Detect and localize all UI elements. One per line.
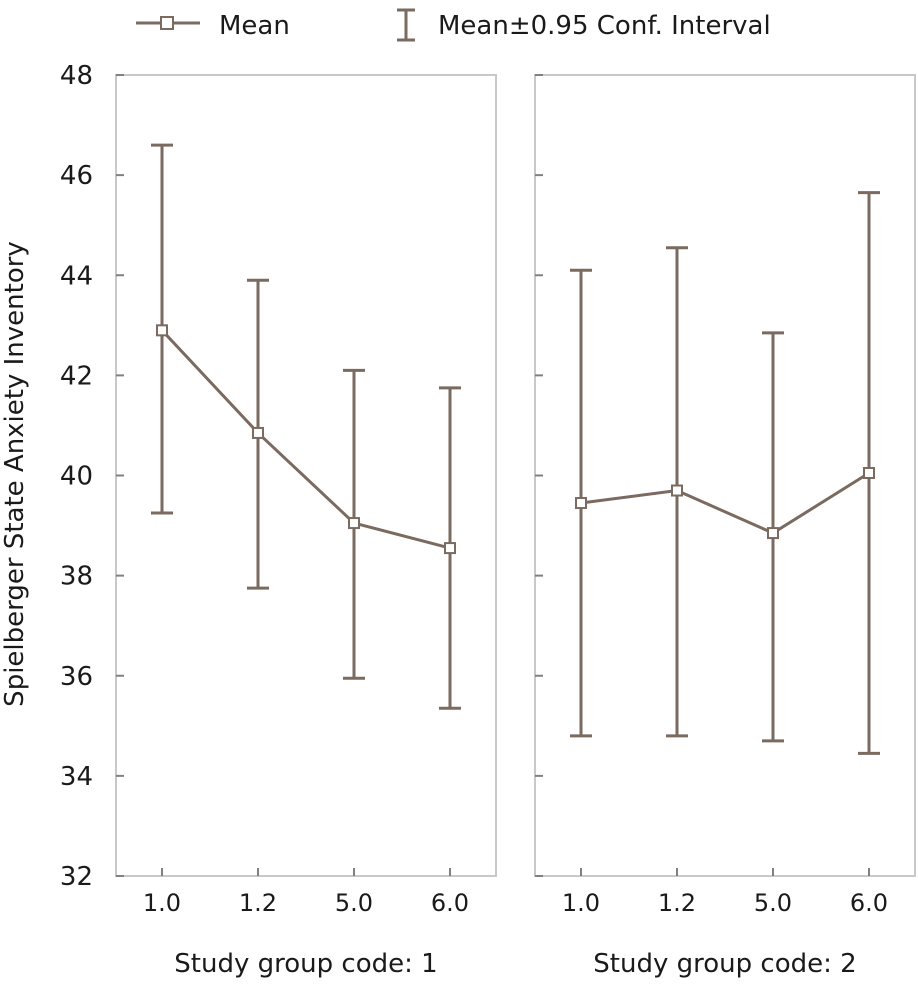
mean-point	[156, 324, 168, 337]
y-tick-label: 34	[60, 762, 93, 792]
x-tick-label: 1.0	[143, 889, 181, 917]
mean-line	[580, 471, 870, 535]
legend-ci-label: Mean±0.95 Conf. Interval	[438, 11, 771, 41]
y-tick-label: 40	[60, 462, 93, 492]
y-axis-ticks: 32 34 36 38 40 42 44 46 48	[60, 61, 93, 892]
panel-2: 1.0 1.2 5.0 6.0 Study group code: 2	[534, 74, 916, 979]
x-tick-label: 6.0	[431, 889, 469, 917]
mean-point	[863, 466, 875, 479]
mean-point	[252, 426, 264, 439]
x-tick-label: 5.0	[754, 889, 792, 917]
mean-point	[444, 542, 456, 555]
y-tick-label: 48	[60, 61, 93, 91]
x-tick-label: 1.0	[562, 889, 600, 917]
y-tick-label: 44	[60, 261, 93, 291]
x-tick-label: 6.0	[850, 889, 888, 917]
panel-1: 1.0 1.2 5.0 6.0 Study group code: 1	[115, 74, 497, 979]
plot-frame	[534, 74, 916, 877]
x-tick-label: 1.2	[658, 889, 696, 917]
y-tick-label: 38	[60, 562, 93, 592]
y-tick-label: 36	[60, 662, 93, 692]
panels: 1.0 1.2 5.0 6.0 Study group code: 1 1.0 1.2 5.0…	[115, 74, 916, 979]
panel-title: Study group code: 1	[174, 949, 437, 979]
y-tick-label: 46	[60, 161, 93, 191]
x-tick-label: 5.0	[335, 889, 373, 917]
x-tick-label: 1.2	[239, 889, 277, 917]
plot-frame	[115, 74, 497, 877]
y-axis-label: Spielberger State Anxiety Inventory	[0, 241, 30, 707]
mean-point	[671, 484, 683, 497]
legend: Mean Mean±0.95 Conf. Interval	[136, 8, 771, 42]
y-tick-label: 42	[60, 361, 93, 391]
mean-point	[348, 517, 360, 530]
mean-point	[575, 497, 587, 510]
mean-line	[160, 329, 451, 550]
legend-mean-label: Mean	[219, 11, 290, 41]
panel-title: Study group code: 2	[593, 949, 856, 979]
mean-point	[767, 527, 779, 540]
y-tick-label: 32	[60, 862, 93, 892]
legend-mean-marker	[160, 16, 174, 30]
